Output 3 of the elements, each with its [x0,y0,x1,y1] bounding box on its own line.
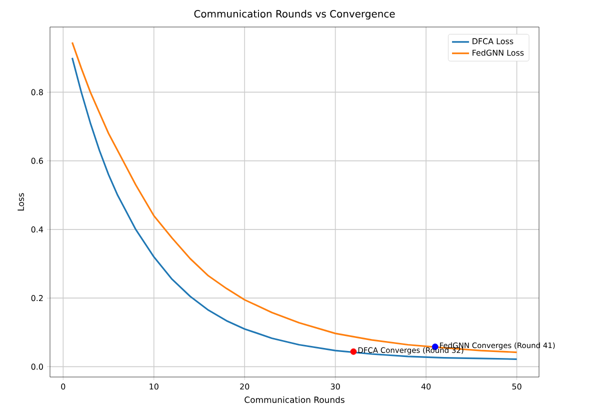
chart-title: Communication Rounds vs Convergence [194,10,395,20]
y-axis-title: Loss [18,193,24,210]
x-axis-title: Communication Rounds [244,396,344,403]
